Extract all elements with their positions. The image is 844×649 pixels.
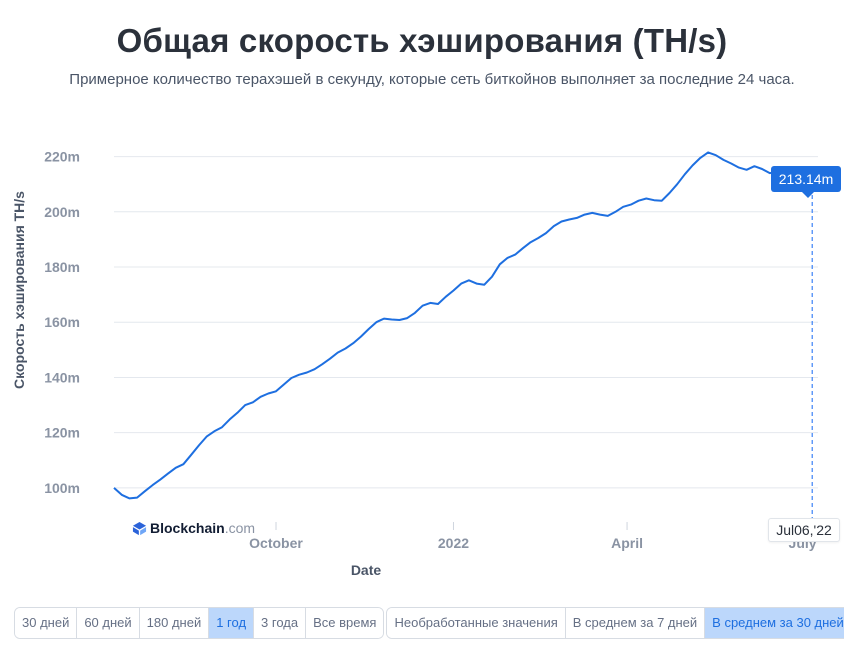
- brand-suffix: .com: [224, 520, 256, 536]
- range-all-time-button[interactable]: Все время: [306, 608, 384, 638]
- y-axis-title: Скорость хэширования TH/s: [11, 191, 27, 389]
- range-180-days-button[interactable]: 180 дней: [139, 608, 210, 638]
- x-tick-label: April: [611, 535, 643, 551]
- hashrate-chart[interactable]: 100m 120m 140m 160m 180m 200m 220m October 2022…: [0, 140, 844, 590]
- blockchain-logo-icon: [132, 521, 147, 535]
- brand-name: Blockchain: [150, 520, 225, 536]
- smoothing-group: Необработанные значения В среднем за 7 д…: [386, 607, 844, 639]
- range-1-year-button[interactable]: 1 год: [209, 608, 255, 638]
- avg-30-days-button[interactable]: В среднем за 30 дней: [705, 608, 844, 638]
- y-tick-label: 120m: [44, 425, 80, 441]
- x-tick-label: October: [249, 535, 303, 551]
- y-tick-label: 180m: [44, 259, 80, 275]
- range-60-days-button[interactable]: 60 дней: [77, 608, 140, 638]
- page-title: Общая скорость хэширования (TH/s): [116, 22, 728, 59]
- y-tick-label: 220m: [44, 149, 80, 165]
- y-tick-label: 140m: [44, 369, 80, 385]
- range-3-years-button[interactable]: 3 года: [254, 608, 307, 638]
- y-tick-label: 100m: [44, 480, 80, 496]
- hashrate-series-line: [113, 151, 819, 500]
- crosshair-date-label: Jul06,'22: [768, 518, 840, 542]
- y-tick-label: 160m: [44, 314, 80, 330]
- y-tick-label: 200m: [44, 204, 80, 220]
- blockchain-brand: Blockchain .com: [132, 520, 255, 536]
- time-range-group: 30 дней 60 дней 180 дней 1 год 3 года Вс…: [14, 607, 385, 639]
- avg-7-days-button[interactable]: В среднем за 7 дней: [565, 608, 706, 638]
- range-30-days-button[interactable]: 30 дней: [15, 608, 78, 638]
- page-subtitle: Примерное количество терахэшей в секунду…: [69, 71, 795, 88]
- chart-controls: 30 дней 60 дней 180 дней 1 год 3 года Вс…: [14, 607, 844, 639]
- x-axis-title: Date: [351, 562, 382, 578]
- raw-values-button[interactable]: Необработанные значения: [387, 608, 566, 638]
- x-tick-label: 2022: [438, 535, 469, 551]
- value-tooltip: 213.14m: [771, 166, 841, 198]
